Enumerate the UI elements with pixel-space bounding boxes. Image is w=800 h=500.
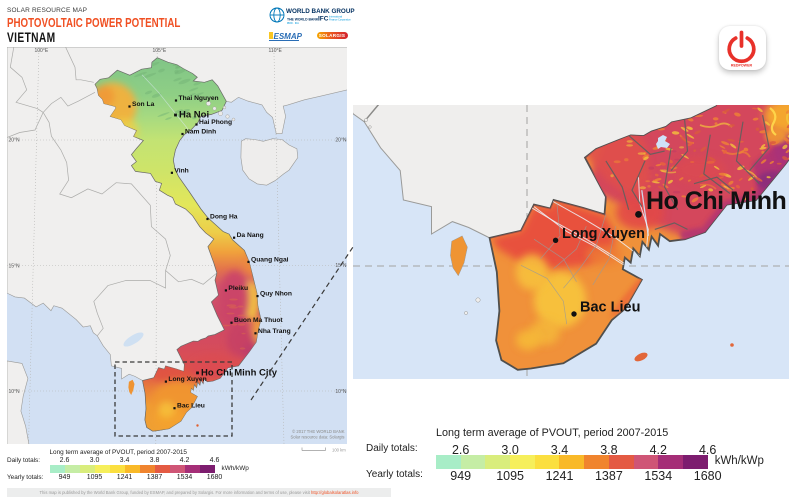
svg-text:Buon Ma Thuot: Buon Ma Thuot: [234, 317, 283, 324]
svg-text:100 km: 100 km: [332, 448, 346, 453]
svg-text:WORLD BANK GROUP: WORLD BANK GROUP: [286, 8, 355, 15]
svg-text:Thai Nguyen: Thai Nguyen: [178, 95, 218, 102]
svg-text:100°E: 100°E: [34, 48, 48, 54]
svg-text:Bac Lieu: Bac Lieu: [580, 300, 640, 316]
svg-text:Ho Chi Minh: Ho Chi Minh: [646, 187, 786, 215]
svg-text:Nha Trang: Nha Trang: [258, 327, 291, 334]
svg-text:Quy Nhon: Quy Nhon: [260, 290, 292, 297]
svg-text:THE WORLD BANK: THE WORLD BANK: [287, 18, 319, 22]
svg-text:Ha Noi: Ha Noi: [179, 109, 209, 120]
svg-text:Quang Ngai: Quang Ngai: [251, 256, 289, 263]
svg-text:IBRD · IDA: IBRD · IDA: [287, 22, 299, 25]
svg-text:20°N: 20°N: [335, 137, 347, 143]
svg-text:Da Nang: Da Nang: [236, 232, 263, 239]
svg-text:110°E: 110°E: [268, 48, 282, 54]
svg-text:Pleiku: Pleiku: [228, 284, 248, 291]
svg-text:10°N: 10°N: [8, 389, 20, 395]
svg-text:REDPOWER: REDPOWER: [731, 64, 753, 68]
svg-text:20°N: 20°N: [8, 137, 20, 143]
svg-text:Long Xuyen: Long Xuyen: [168, 376, 206, 383]
svg-text:15°N: 15°N: [8, 263, 20, 269]
svg-text:Hai Phong: Hai Phong: [199, 119, 232, 126]
svg-text:Solar resource data: Solargis: Solar resource data: Solargis: [290, 434, 344, 439]
svg-text:Bac Lieu: Bac Lieu: [177, 402, 205, 409]
svg-text:© 2017 THE WORLD BANK: © 2017 THE WORLD BANK: [292, 429, 345, 434]
svg-text:Ho Chi Minh City: Ho Chi Minh City: [201, 367, 278, 378]
svg-text:Son La: Son La: [132, 101, 155, 108]
svg-text:Finance Corporation: Finance Corporation: [329, 19, 351, 22]
svg-text:Long Xuyen: Long Xuyen: [562, 226, 645, 242]
svg-text:Nam Dinh: Nam Dinh: [185, 128, 216, 135]
svg-text:IFC: IFC: [318, 16, 329, 23]
svg-text:International: International: [329, 16, 343, 19]
svg-text:105°E: 105°E: [152, 48, 166, 54]
svg-text:Dong Ha: Dong Ha: [210, 213, 238, 220]
svg-text:10°N: 10°N: [335, 389, 347, 395]
svg-text:Vinh: Vinh: [174, 167, 188, 174]
